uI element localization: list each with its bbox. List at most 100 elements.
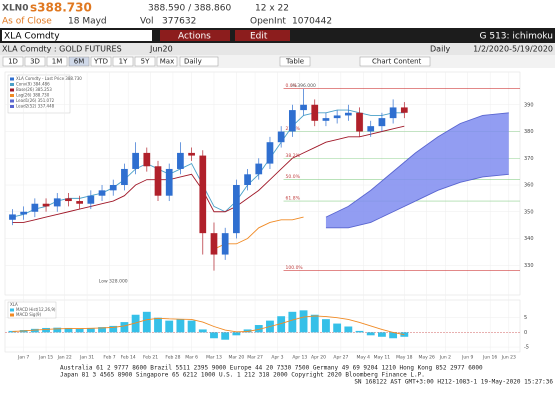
- candle-body: [221, 233, 229, 255]
- period-label[interactable]: 1M: [52, 58, 63, 66]
- macd-bar: [42, 327, 50, 333]
- candle-body: [400, 107, 408, 113]
- x-tick-label: Feb 7: [103, 355, 115, 361]
- x-tick-label: May 4: [356, 355, 370, 361]
- candle-body: [9, 214, 16, 220]
- size: 12 x 22: [255, 4, 289, 14]
- y-tick-label: 350: [524, 209, 534, 215]
- frequency-select[interactable]: [179, 56, 219, 67]
- period-label[interactable]: 3D: [30, 58, 40, 66]
- candle-body: [277, 131, 285, 143]
- annotation: Low 328.000: [99, 278, 128, 284]
- date: 18 Mayd: [68, 17, 107, 27]
- oi: 1070442: [292, 17, 332, 27]
- x-tick-label: Feb 14: [121, 355, 136, 361]
- candle-body: [378, 118, 386, 127]
- macd-title: XLA: [10, 302, 18, 307]
- candle-body: [31, 203, 39, 212]
- actions-button[interactable]: [160, 30, 230, 41]
- function: G 513: ichimoku: [480, 32, 553, 42]
- period-button[interactable]: [90, 56, 112, 67]
- subheader: [0, 43, 555, 55]
- security-name: XLA Comdty : GOLD FUTURES: [2, 45, 122, 54]
- table-button[interactable]: [279, 56, 311, 67]
- legend-label: Conv(9) 384.486: [16, 82, 50, 87]
- period-button[interactable]: [46, 56, 68, 67]
- candle-body: [98, 190, 106, 196]
- oi-label: OpenInt: [250, 17, 286, 27]
- candle-body: [322, 118, 330, 121]
- macd-tick-label: -5: [524, 345, 529, 351]
- candle-body: [266, 142, 274, 164]
- legend-swatch: [10, 77, 14, 81]
- fib-label: 100.0%: [286, 265, 304, 271]
- chart-content-button[interactable]: [359, 56, 431, 67]
- macd-bar: [310, 314, 319, 333]
- period-button[interactable]: [156, 56, 178, 67]
- period-button[interactable]: [68, 56, 90, 67]
- table[interactable]: Table: [285, 58, 304, 66]
- x-tick-label: Feb 28: [165, 355, 180, 361]
- y-tick-label: 390: [524, 102, 534, 108]
- candle-body: [20, 211, 28, 215]
- footer-line: Japan 81 3 4565 8900 Singapore 65 6212 1…: [60, 372, 425, 379]
- macd-legend-box: [7, 301, 57, 319]
- x-tick-label: Feb 21: [143, 355, 158, 361]
- legend-label: MACD Sig(9): [16, 312, 42, 317]
- period-label[interactable]: 5Y: [141, 58, 150, 66]
- macd-bar: [389, 332, 398, 339]
- period-button[interactable]: [2, 56, 24, 67]
- macd-bar: [299, 310, 308, 333]
- x-tick-label: Jan 7: [17, 355, 29, 361]
- edit[interactable]: Edit: [250, 32, 268, 42]
- legend-label: Lead1(26) 351.072: [16, 98, 55, 103]
- as-of: As of Close: [2, 17, 52, 27]
- security-box[interactable]: [2, 30, 152, 41]
- candle-body: [255, 163, 263, 175]
- macd-bar: [232, 332, 241, 336]
- x-tick-label: Jun 23: [501, 355, 516, 361]
- candle-body: [76, 201, 83, 204]
- security[interactable]: XLA Comdty: [4, 32, 60, 42]
- period-label[interactable]: Max: [160, 58, 174, 66]
- legend-label: Lag(26) 388.730: [16, 93, 50, 98]
- ticker: XLN0: [2, 4, 28, 14]
- y-tick-label: 330: [524, 263, 534, 269]
- period-label[interactable]: 1Y: [119, 58, 128, 66]
- indicator-line: [12, 109, 405, 218]
- period-button[interactable]: [134, 56, 156, 67]
- legend-swatch: [10, 105, 14, 108]
- legend-swatch: [10, 313, 14, 317]
- macd-bar: [142, 311, 151, 333]
- period-button[interactable]: [24, 56, 46, 67]
- macd-bar: [344, 326, 353, 333]
- x-tick-label: Mar 6: [185, 355, 198, 361]
- period-label[interactable]: YTD: [93, 58, 108, 66]
- macd-bar: [176, 319, 185, 333]
- candle-body: [367, 126, 375, 132]
- candle-body: [288, 110, 296, 132]
- actions[interactable]: Actions: [178, 32, 211, 42]
- legend-label: Lead2(52) 337.448: [16, 104, 55, 109]
- edit-button[interactable]: [235, 30, 290, 41]
- candle-body: [165, 168, 173, 196]
- date-range: 1/2/2020-5/19/2020: [473, 45, 553, 54]
- candle-body: [188, 152, 195, 156]
- price: s388.730: [30, 1, 92, 15]
- period-button[interactable]: [112, 56, 134, 67]
- period-label[interactable]: 6M: [74, 58, 85, 66]
- candle-body: [132, 152, 139, 169]
- frequency[interactable]: Daily: [184, 58, 202, 66]
- macd-bar: [120, 322, 129, 333]
- candle-body: [344, 112, 352, 116]
- x-tick-label: Mar 27: [247, 355, 263, 361]
- x-tick-label: Apr 20: [311, 355, 326, 361]
- candle-body: [42, 203, 50, 207]
- macd-tick-label: 0: [524, 330, 527, 336]
- macd-bar: [322, 319, 330, 333]
- x-tick-label: Mar 20: [229, 355, 245, 361]
- period-label[interactable]: 1D: [8, 58, 18, 66]
- period: Daily: [430, 45, 451, 54]
- chart-content[interactable]: Chart Content: [372, 58, 422, 66]
